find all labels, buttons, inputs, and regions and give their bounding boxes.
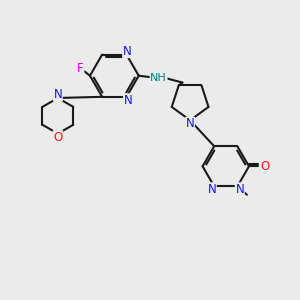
Text: N: N [53, 88, 62, 101]
Text: N: N [124, 94, 132, 107]
Text: NH: NH [150, 73, 167, 83]
Text: N: N [123, 44, 131, 58]
Text: N: N [186, 117, 194, 130]
Text: N: N [236, 183, 244, 196]
Text: F: F [77, 62, 84, 75]
Text: N: N [207, 183, 216, 196]
Text: O: O [260, 160, 269, 173]
Text: O: O [53, 131, 62, 144]
